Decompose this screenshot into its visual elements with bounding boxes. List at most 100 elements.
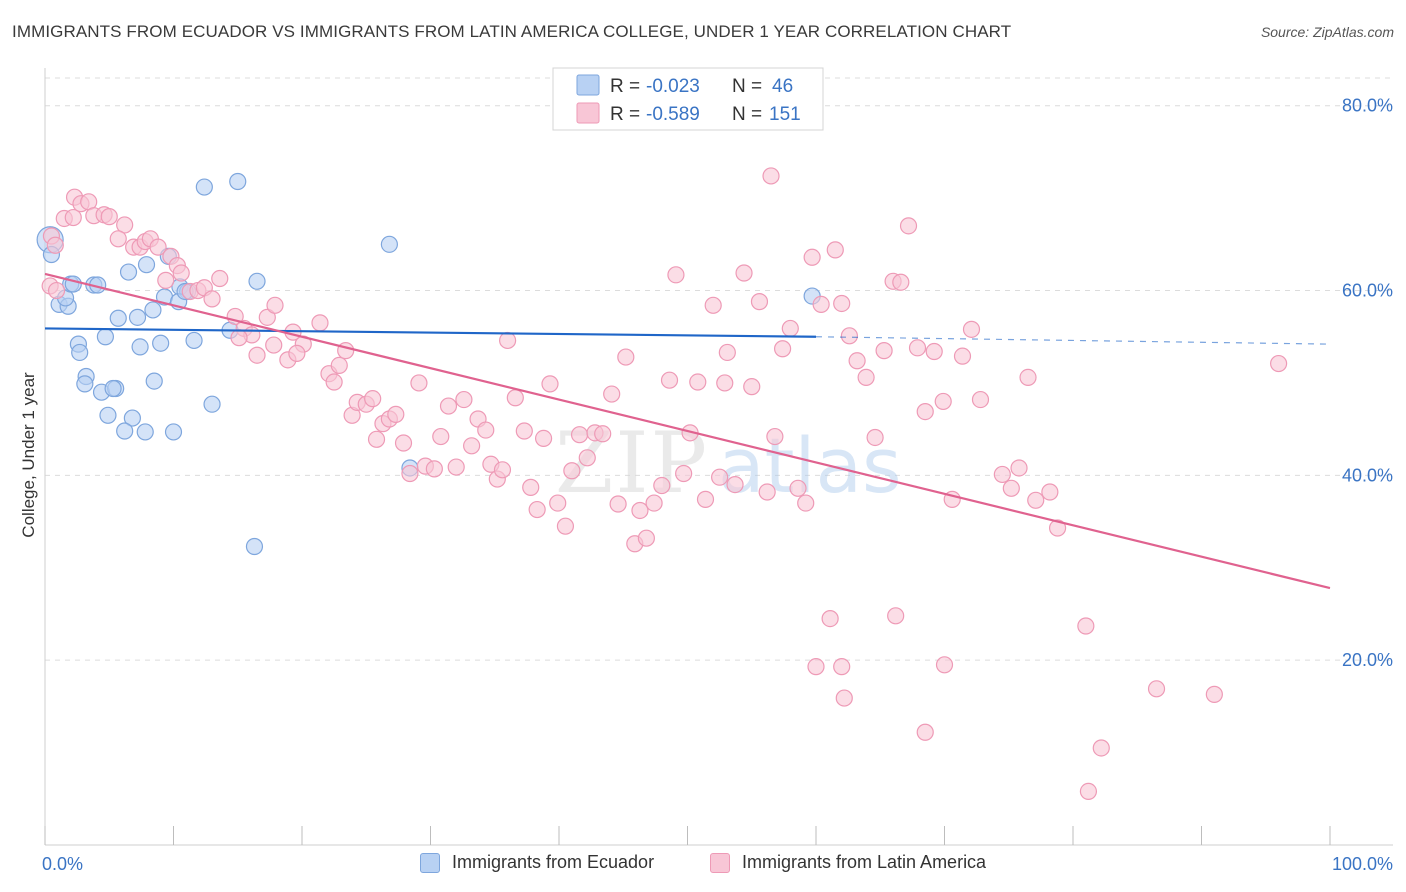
latin-america-point [447,458,465,476]
latin-america-point [645,494,663,512]
latin-america-point [1019,368,1037,387]
latin-america-point [116,216,134,234]
latin-america-point [935,656,954,674]
latin-america-point [797,494,815,512]
latin-america-point [840,327,859,345]
latin-america-point [367,430,386,448]
latin-america-point [265,336,283,354]
latin-america-point [311,314,329,332]
ecuador-point [119,263,138,281]
latin-america-point [857,368,875,387]
latin-america-point [789,479,807,497]
latin-america-point [47,281,66,300]
latin-america-point [549,494,567,512]
stats-n-value-ecuador: 46 [772,76,793,97]
latin-america-point [1079,782,1098,801]
y-tick-label: 80.0% [1342,96,1393,116]
latin-america-point [675,464,693,483]
latin-america-point [766,427,784,446]
latin-america-point [506,389,524,407]
stats-n-label-ecuador: N = [732,76,762,97]
legend-label-latin-america: Immigrants from Latin America [742,852,987,872]
latin-america-point [364,390,382,408]
latin-america-point [288,344,306,362]
latin-america-point [528,500,546,519]
stats-n-value-latin-america: 151 [769,104,801,125]
latin-america-point [848,352,866,370]
latin-america-point [387,405,405,423]
latin-america-point [821,609,839,628]
trend-lines [44,272,1331,590]
latin-america-point [439,397,458,415]
latin-america-point [157,271,175,289]
latin-america-point [833,658,851,676]
chart-title: IMMIGRANTS FROM ECUADOR VS IMMIGRANTS FR… [12,22,1012,41]
latin-america-point [689,373,707,391]
latin-america-point [866,428,884,447]
latin-america-point [1269,354,1288,373]
latin-america-point [211,269,229,288]
latin-america-point [541,375,559,393]
ecuador-point [152,334,170,352]
latin-america-point [515,422,533,440]
latin-america-point [758,483,776,501]
latin-america-point [570,426,589,444]
ecuador-point [123,409,141,427]
latin-america-point [826,241,844,259]
stats-swatch-latin-america [576,102,600,124]
latin-america-point [1041,483,1059,501]
latin-america-point [100,208,118,226]
ecuador-point [145,372,163,390]
y-tick-labels: 20.0% 40.0% 60.0% 80.0% [1342,96,1393,670]
latin-america-point [401,464,419,483]
ecuador-point [380,235,398,253]
latin-america-point [258,308,276,326]
latin-america-point [522,478,540,496]
latin-america-point [718,343,736,362]
latin-america-point [556,517,575,535]
ecuador-point [203,395,221,413]
y-tick-label: 20.0% [1342,650,1393,670]
ecuador-point [96,328,114,346]
latin-america-trend-line [44,272,1331,590]
latin-america-point [993,465,1011,484]
latin-america-point [781,319,799,338]
ecuador-point [195,178,213,196]
legend-item-latin-america: Immigrants from Latin America [710,852,986,873]
latin-america-point [248,346,266,364]
latin-america-point [743,378,761,396]
latin-america-point [762,167,780,185]
ecuador-point [76,375,94,393]
latin-america-point [803,248,821,266]
latin-america-point [64,208,82,227]
latin-america-point [203,290,221,308]
latin-america-point [971,390,990,409]
latin-america-point [807,658,825,676]
latin-america-point [266,296,284,314]
latin-america-point [46,236,64,254]
x-tick-labels: 0.0% 100.0% [42,854,1393,874]
latin-america-point [716,374,734,392]
ecuador-point [164,423,183,441]
ecuador-point [109,309,127,327]
latin-america-point [908,339,927,357]
ecuador-point [185,331,203,350]
legend-item-ecuador: Immigrants from Ecuador [420,852,654,873]
gridlines [45,77,1393,661]
y-tick-label: 40.0% [1342,465,1393,485]
latin-america-point [1002,479,1020,497]
latin-america-point [899,217,918,235]
latin-america-point [696,490,715,508]
latin-america-point [833,294,851,313]
latin-america-point [477,421,495,439]
latin-america-point [892,273,910,291]
legend-swatch-latin-america [710,852,730,873]
latin-america-point [425,460,443,478]
latin-america-point [660,371,679,389]
ecuador-point [245,537,264,556]
stats-r-value-latin-america: -0.589 [646,104,700,125]
ecuador-point [104,379,122,398]
latin-america-point [325,373,343,391]
latin-america-point [603,385,621,403]
latin-america-point [916,402,934,421]
